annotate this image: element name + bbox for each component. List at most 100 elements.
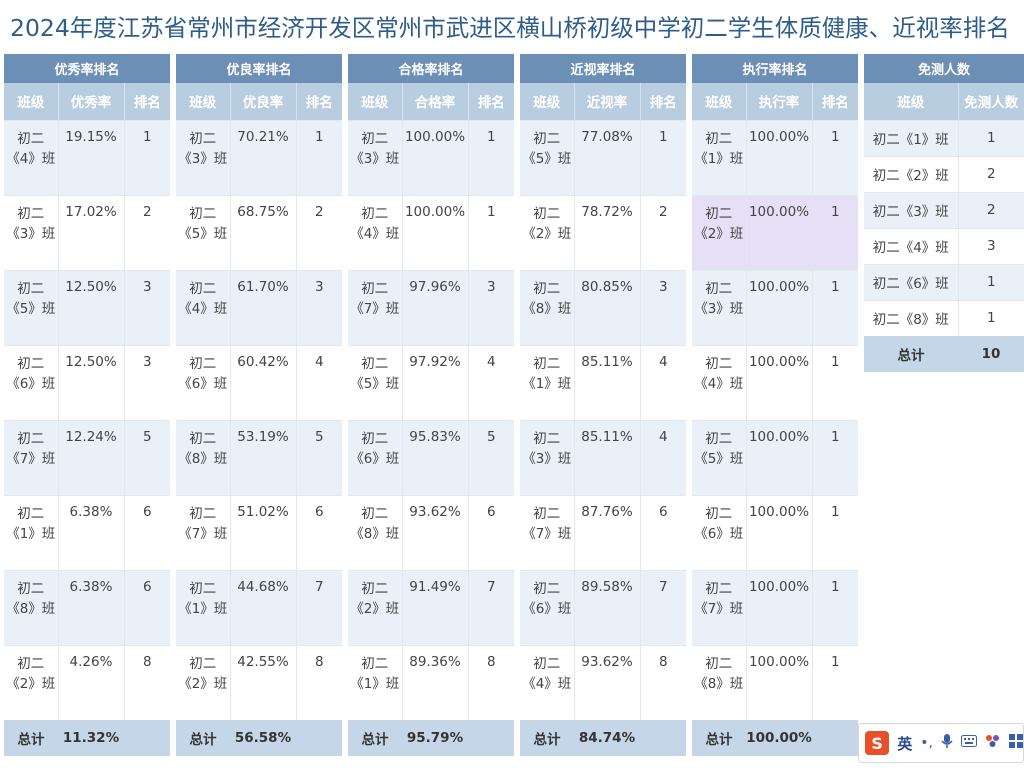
class-cell: 初二《4》班 <box>692 344 747 420</box>
rank-cell: 2 <box>640 194 686 270</box>
table-row: 初二《1》班 44.68% 7 <box>176 569 342 645</box>
col-header-rank: 排名 <box>640 83 686 120</box>
rank-cell: 6 <box>124 569 170 645</box>
count-cell: 2 <box>958 191 1024 228</box>
table-row: 初二《1》班 100.00% 1 <box>692 119 858 195</box>
class-cell: 初二《4》班 <box>176 269 231 345</box>
rank-cell: 2 <box>124 194 170 270</box>
total-label: 总计 <box>520 720 574 756</box>
class-cell: 初二《4》班 <box>520 644 575 720</box>
class-cell: 初二《4》班 <box>864 227 959 264</box>
class-cell: 初二《8》班 <box>4 569 59 645</box>
punctuation-icon[interactable]: •, <box>920 735 933 751</box>
value-cell: 6.38% <box>58 494 125 570</box>
class-cell: 初二《8》班 <box>864 299 959 336</box>
class-cell: 初二《6》班 <box>520 569 575 645</box>
class-cell: 初二《7》班 <box>4 419 59 495</box>
table-row: 初二《7》班 51.02% 6 <box>176 494 342 570</box>
panel-exempt-count: 免测人数 班级 免测人数 初二《1》班 1 初二《2》班 2 初二《3》班 2 初二《… <box>864 54 1024 372</box>
class-cell: 初二《2》班 <box>348 569 403 645</box>
total-value: 56.58% <box>230 720 296 756</box>
rank-cell: 8 <box>468 644 514 720</box>
rank-cell: 4 <box>640 419 686 495</box>
class-cell: 初二《5》班 <box>4 269 59 345</box>
rank-cell: 4 <box>468 344 514 420</box>
skin-icon[interactable] <box>985 734 1001 752</box>
rank-cell: 1 <box>812 644 858 720</box>
value-cell: 68.75% <box>230 194 297 270</box>
table-row: 初二《5》班 77.08% 1 <box>520 119 686 195</box>
value-cell: 80.85% <box>574 269 641 345</box>
table-row: 初二《8》班 93.62% 6 <box>348 494 514 570</box>
col-header-rank: 排名 <box>468 83 514 120</box>
total-label: 总计 <box>348 720 402 756</box>
value-cell: 87.76% <box>574 494 641 570</box>
total-value: 100.00% <box>746 720 812 756</box>
value-cell: 60.42% <box>230 344 297 420</box>
table-row: 初二《8》班 53.19% 5 <box>176 419 342 495</box>
table-row: 初二《4》班 93.62% 8 <box>520 644 686 720</box>
toolbox-icon[interactable] <box>1009 734 1023 752</box>
value-cell: 100.00% <box>746 194 813 270</box>
total-value: 11.32% <box>58 720 124 756</box>
ime-toolbar[interactable]: S 英 •, <box>858 723 1024 763</box>
col-header-value: 合格率 <box>402 83 469 120</box>
rank-cell: 8 <box>124 644 170 720</box>
panel-execution-rate: 执行率排名 班级 执行率 排名 初二《1》班 100.00% 1 初二《2》班 100… <box>692 54 858 756</box>
table-row: 初二《5》班 68.75% 2 <box>176 194 342 270</box>
table-row: 初二《3》班 17.02% 2 <box>4 194 170 270</box>
rank-cell: 1 <box>640 119 686 195</box>
col-header-count: 免测人数 <box>958 83 1024 120</box>
value-cell: 19.15% <box>58 119 125 195</box>
ime-logo-icon[interactable]: S <box>865 731 890 755</box>
class-cell: 初二《6》班 <box>4 344 59 420</box>
rank-cell: 1 <box>812 494 858 570</box>
col-header-class: 班级 <box>520 83 575 120</box>
class-cell: 初二《6》班 <box>348 419 403 495</box>
total-label: 总计 <box>692 720 746 756</box>
class-cell: 初二《3》班 <box>520 419 575 495</box>
value-cell: 97.92% <box>402 344 469 420</box>
count-cell: 3 <box>958 227 1024 264</box>
table-row: 初二《2》班 78.72% 2 <box>520 194 686 270</box>
rank-cell: 8 <box>640 644 686 720</box>
rank-cell: 1 <box>812 119 858 195</box>
rank-cell: 7 <box>640 569 686 645</box>
class-cell: 初二《3》班 <box>692 269 747 345</box>
class-cell: 初二《5》班 <box>692 419 747 495</box>
value-cell: 12.24% <box>58 419 125 495</box>
rank-cell: 1 <box>812 194 858 270</box>
table-row: 初二《6》班 60.42% 4 <box>176 344 342 420</box>
table-row: 初二《5》班 12.50% 3 <box>4 269 170 345</box>
value-cell: 78.72% <box>574 194 641 270</box>
rank-cell: 3 <box>296 269 342 345</box>
table-row: 初二《7》班 12.24% 5 <box>4 419 170 495</box>
count-cell: 2 <box>958 155 1024 192</box>
value-cell: 100.00% <box>746 644 813 720</box>
value-cell: 91.49% <box>402 569 469 645</box>
table-row: 初二《7》班 87.76% 6 <box>520 494 686 570</box>
class-cell: 初二《5》班 <box>176 194 231 270</box>
rank-cell: 3 <box>640 269 686 345</box>
panel-title: 优秀率排名 <box>4 54 170 83</box>
total-rank <box>124 720 170 756</box>
total-row: 总计 10 <box>864 336 1024 372</box>
value-cell: 93.62% <box>402 494 469 570</box>
value-cell: 89.36% <box>402 644 469 720</box>
class-cell: 初二《1》班 <box>176 569 231 645</box>
class-cell: 初二《1》班 <box>348 644 403 720</box>
value-cell: 100.00% <box>746 119 813 195</box>
table-row: 初二《2》班 2 <box>864 155 1024 192</box>
total-row: 总计 84.74% <box>520 720 686 756</box>
ime-mode-toggle[interactable]: 英 <box>897 734 913 753</box>
table-row: 初二《8》班 1 <box>864 299 1024 336</box>
rank-cell: 1 <box>468 119 514 195</box>
class-cell: 初二《4》班 <box>348 194 403 270</box>
value-cell: 100.00% <box>402 119 469 195</box>
microphone-icon[interactable] <box>941 733 953 753</box>
table-row: 初二《4》班 100.00% 1 <box>348 194 514 270</box>
class-cell: 初二《3》班 <box>4 194 59 270</box>
keyboard-icon[interactable] <box>961 735 977 751</box>
rank-cell: 8 <box>296 644 342 720</box>
total-label: 总计 <box>176 720 230 756</box>
